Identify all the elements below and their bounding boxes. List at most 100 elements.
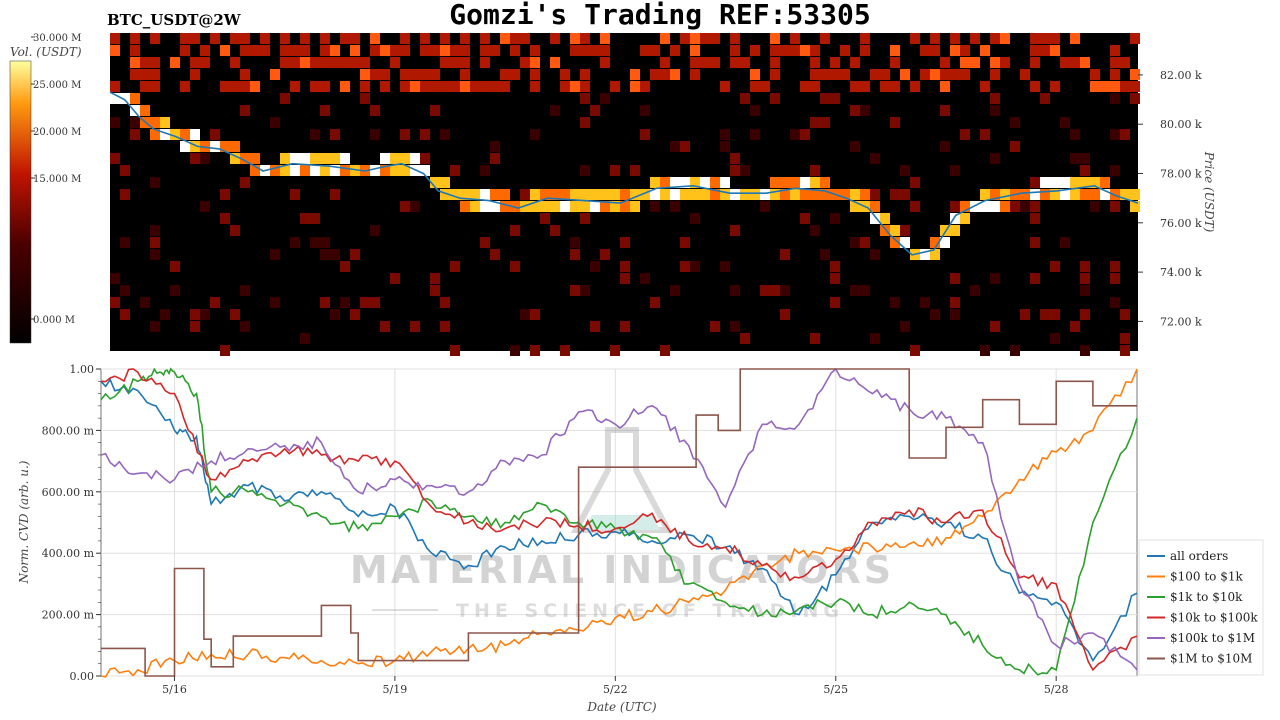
heat-cell xyxy=(350,45,360,56)
heat-cell xyxy=(150,237,160,248)
heat-cell xyxy=(390,273,400,284)
price-axis: 72.00 k 74.00 k 76.00 k 78.00 k 80.00 k 82.00… xyxy=(1138,69,1202,328)
heat-cell xyxy=(270,297,280,308)
heat-cell xyxy=(620,321,630,332)
heat-cell xyxy=(380,321,390,332)
heat-cell xyxy=(630,165,640,176)
heat-cell xyxy=(860,81,870,92)
heat-cell xyxy=(1080,57,1090,68)
heat-cell xyxy=(360,93,370,104)
heat-cell xyxy=(120,237,130,248)
heat-cell xyxy=(810,57,820,68)
heat-cell xyxy=(180,129,190,140)
heat-cell xyxy=(400,153,410,164)
heat-cell xyxy=(500,69,510,80)
heat-cell xyxy=(740,165,750,176)
heat-cell xyxy=(700,189,710,200)
heat-cell xyxy=(320,45,330,56)
heat-cell xyxy=(600,93,610,104)
heat-cell xyxy=(940,81,950,92)
heat-cell xyxy=(1080,165,1090,176)
heat-cell xyxy=(580,81,590,92)
colorbar-tick-label: 20.000 M xyxy=(33,127,81,138)
heat-cell xyxy=(240,321,250,332)
heat-cell xyxy=(420,81,430,92)
x-tick-label: 5/19 xyxy=(383,683,408,696)
price-line xyxy=(109,91,1139,256)
heat-cell xyxy=(1120,345,1130,356)
heat-cell xyxy=(950,69,960,80)
heat-cell xyxy=(910,201,920,212)
heat-cell xyxy=(760,201,770,212)
price-tick-label: 82.00 k xyxy=(1160,69,1202,82)
heat-cell xyxy=(110,81,120,92)
heat-cell xyxy=(200,309,210,320)
heat-cell xyxy=(1110,165,1120,176)
heat-cell xyxy=(730,285,740,296)
heat-cell xyxy=(240,177,250,188)
heat-cell xyxy=(820,93,830,104)
heat-cell xyxy=(120,93,130,104)
heat-cell xyxy=(480,189,490,200)
heat-cell xyxy=(900,165,910,176)
heat-cell xyxy=(1090,81,1100,92)
heat-cell xyxy=(1040,93,1050,104)
heat-cell xyxy=(470,81,480,92)
heat-cell xyxy=(530,309,540,320)
heat-cell xyxy=(780,309,790,320)
heat-cell xyxy=(590,189,600,200)
heat-cell xyxy=(310,81,320,92)
heat-cell xyxy=(1080,345,1090,356)
heat-cell xyxy=(320,33,330,44)
heat-cell xyxy=(330,189,340,200)
heat-cell xyxy=(990,189,1000,200)
heat-cell xyxy=(1010,201,1020,212)
heat-cell xyxy=(110,297,120,308)
heat-cell xyxy=(990,321,1000,332)
heat-cell xyxy=(290,57,300,68)
heat-cell xyxy=(1130,33,1140,44)
heat-cell xyxy=(490,153,500,164)
heat-cell xyxy=(810,69,820,80)
heat-cell xyxy=(350,309,360,320)
heat-cell xyxy=(680,261,690,272)
heat-cell xyxy=(890,81,900,92)
heat-cell xyxy=(430,285,440,296)
heat-cell xyxy=(800,213,810,224)
heat-cell xyxy=(530,69,540,80)
heat-cell xyxy=(810,165,820,176)
heat-cell xyxy=(130,105,140,116)
heat-cell xyxy=(440,177,450,188)
heat-cell xyxy=(220,189,230,200)
heat-cell xyxy=(200,57,210,68)
heat-cell xyxy=(130,93,140,104)
heat-cell xyxy=(450,345,460,356)
heat-cell xyxy=(380,45,390,56)
heat-cell xyxy=(950,213,960,224)
heat-cell xyxy=(610,345,620,356)
heat-cell xyxy=(890,297,900,308)
heat-cell xyxy=(360,81,370,92)
heat-cell xyxy=(530,45,540,56)
heat-cell xyxy=(140,69,150,80)
heat-cell xyxy=(290,45,300,56)
heat-cell xyxy=(870,201,880,212)
heat-cell xyxy=(1040,309,1050,320)
heat-cell xyxy=(990,93,1000,104)
heat-cell xyxy=(530,201,540,212)
heat-cell xyxy=(1030,237,1040,248)
heat-cell xyxy=(140,81,150,92)
heat-cell xyxy=(1110,273,1120,284)
heat-cell xyxy=(130,33,140,44)
heat-cell xyxy=(190,153,200,164)
heat-cell xyxy=(230,33,240,44)
heat-cell xyxy=(470,201,480,212)
heat-cell xyxy=(720,141,730,152)
heat-cell xyxy=(1120,333,1130,344)
heat-cell xyxy=(110,117,120,128)
heat-cell xyxy=(1050,333,1060,344)
heat-cell xyxy=(840,189,850,200)
heat-cell xyxy=(890,237,900,248)
y-tick-label: 400.00 m xyxy=(42,547,95,560)
heat-cell xyxy=(590,321,600,332)
